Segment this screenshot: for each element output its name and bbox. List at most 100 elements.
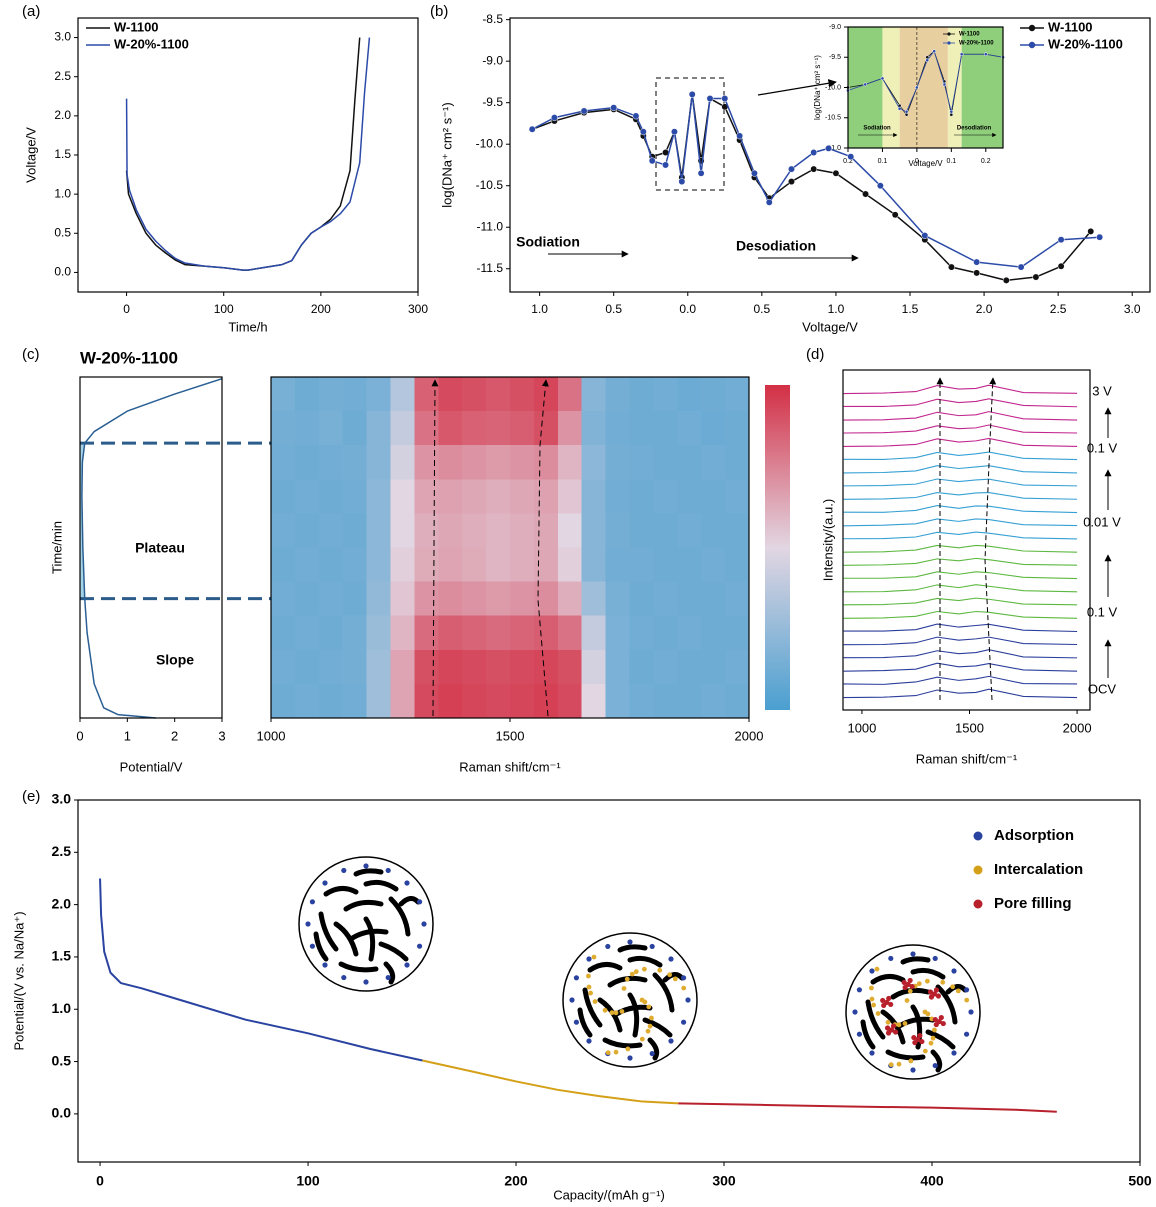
x-tick-label: 0 <box>76 728 83 743</box>
heatmap-cell <box>605 683 630 719</box>
heatmap-cell <box>486 411 511 446</box>
heatmap-cell <box>366 445 391 480</box>
heatmap-cell <box>318 683 344 719</box>
annotation: Plateau <box>135 540 185 556</box>
plot-frame <box>77 799 1141 1163</box>
spectrum <box>843 478 1078 487</box>
data-point <box>550 114 558 122</box>
intercalated-dot <box>885 1019 891 1025</box>
adsorbed-dot <box>951 1050 957 1056</box>
heatmap-cell <box>653 513 678 548</box>
heatmap-cell <box>629 615 654 651</box>
y-axis-label: Intensity/(a.u.) <box>820 499 835 581</box>
pore-dot <box>907 977 913 984</box>
heatmap-cell <box>677 479 702 514</box>
intercalated-dot <box>928 1040 934 1046</box>
heatmap-cell <box>725 683 750 719</box>
heatmap-cell <box>318 479 344 514</box>
heatmap-cell <box>557 615 583 651</box>
heatmap-cell <box>533 547 559 583</box>
x-tick-label: 400 <box>920 1173 944 1189</box>
pore-dot <box>909 983 915 990</box>
heatmap-cell <box>581 377 607 412</box>
y-tick-label: -8.5 <box>482 12 503 26</box>
adsorbed-dot <box>968 1009 974 1015</box>
heatmap-cell <box>581 615 607 651</box>
panel-title: W-20%-1100 <box>80 348 178 367</box>
data-point <box>880 76 885 81</box>
series-line <box>678 1102 1057 1113</box>
adsorbed-dot <box>586 956 592 962</box>
heatmap-cell <box>510 649 535 685</box>
heatmap-cell <box>486 479 511 514</box>
heatmap-cell <box>557 581 583 617</box>
adsorbed-dot <box>421 921 427 927</box>
spectrum <box>843 662 1078 672</box>
data-point <box>891 211 899 219</box>
intercalated-dot <box>642 999 648 1005</box>
heatmap-cell <box>271 377 296 412</box>
x-tick-label: 1000 <box>847 720 876 735</box>
adsorbed-dot <box>322 962 328 968</box>
heatmap-cell <box>557 445 583 480</box>
adsorbed-dot <box>649 943 655 950</box>
heatmap-cell <box>510 615 535 651</box>
heatmap-cell <box>533 411 559 446</box>
spectrum <box>843 398 1078 408</box>
heatmap-cell <box>605 547 630 583</box>
heatmap-cell <box>581 513 607 548</box>
series-line <box>125 37 361 271</box>
x-tick-label: 0.0 <box>679 302 696 316</box>
x-axis-label: Voltage/V <box>908 159 943 168</box>
annotation: 0.01 V <box>1083 514 1121 529</box>
x-axis-label: Capacity/(mAh g⁻¹) <box>553 1187 665 1202</box>
intercalated-dot <box>904 998 910 1003</box>
heatmap-cell <box>414 411 439 446</box>
heatmap-cell <box>605 615 630 651</box>
series-line <box>422 1059 679 1105</box>
intercalated-dot <box>875 1011 881 1016</box>
pore-dot <box>880 997 886 1004</box>
heatmap-cell <box>342 479 368 514</box>
series-line <box>125 37 371 271</box>
intercalated-dot <box>613 1010 619 1016</box>
legend-label: W-20%-1100 <box>1048 36 1123 51</box>
heatmap-cell <box>366 411 391 446</box>
intercalated-dot <box>869 985 874 991</box>
y-axis-label: Potential/(V vs. Na/Na⁺) <box>11 911 26 1050</box>
heatmap-cell <box>701 547 726 583</box>
x-tick-label: 1.5 <box>902 302 919 316</box>
pore-dot <box>927 989 934 995</box>
spectrum <box>843 623 1078 633</box>
intercalated-dot <box>955 988 961 994</box>
heatmap-cell <box>653 411 678 446</box>
x-axis-label: Potential/V <box>120 759 183 774</box>
data-point <box>810 165 818 173</box>
intercalated-dot <box>924 978 930 984</box>
y-tick-label: -11.0 <box>477 219 504 233</box>
heatmap-cell <box>581 411 607 446</box>
heatmap-cell <box>486 581 511 617</box>
heatmap-cell <box>294 683 320 719</box>
intercalated-dot <box>925 1011 931 1017</box>
intercalated-dot <box>602 1007 608 1013</box>
heatmap-cell <box>390 377 415 412</box>
heatmap-cell <box>366 615 391 651</box>
adsorbed-dot <box>649 1050 655 1057</box>
heatmap-cell <box>414 615 439 651</box>
heatmap-cell <box>629 445 654 480</box>
data-point <box>1057 236 1065 244</box>
x-axis-label: Raman shift/cm⁻¹ <box>459 759 561 774</box>
heatmap-cell <box>462 377 487 412</box>
heatmap-cell <box>438 615 463 651</box>
heatmap-cell <box>271 581 296 617</box>
heatmap-cell <box>390 581 415 617</box>
pore-dot <box>885 1030 892 1036</box>
heatmap-cell <box>390 615 415 651</box>
heatmap-cell <box>701 683 726 719</box>
voltage-band <box>848 27 883 148</box>
heatmap-cell <box>510 513 535 548</box>
data-point <box>948 263 955 271</box>
heatmap-cell <box>581 683 607 719</box>
x-tick-label: 100 <box>214 302 234 316</box>
